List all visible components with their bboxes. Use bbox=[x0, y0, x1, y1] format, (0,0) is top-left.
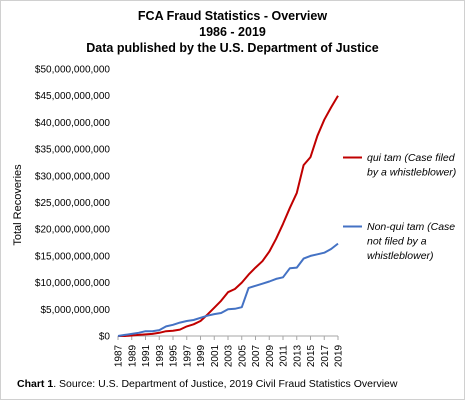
x-tick-label: 2005 bbox=[237, 344, 248, 367]
x-tick-label: 1987 bbox=[114, 344, 125, 367]
title-line-2: 1986 - 2019 bbox=[199, 25, 266, 39]
y-tick-label: $40,000,000,000 bbox=[35, 118, 111, 129]
x-tick-label: 2003 bbox=[224, 344, 235, 367]
caption-text: . Source: U.S. Department of Justice, 20… bbox=[53, 378, 398, 390]
y-ticks: $0 $5,000,000,000 $10,000,000,000 $15,000,0… bbox=[35, 65, 111, 343]
y-tick-label: $50,000,000,000 bbox=[35, 65, 111, 76]
x-tick-label: 1993 bbox=[155, 344, 166, 367]
y-tick-label: $20,000,000,000 bbox=[35, 225, 111, 236]
y-tick-label: $35,000,000,000 bbox=[35, 145, 111, 156]
legend-label-1: by a whistleblower) bbox=[367, 167, 456, 179]
x-tick-label: 2017 bbox=[320, 344, 331, 367]
title-line-3: Data published by the U.S. Department of… bbox=[86, 41, 379, 55]
x-tick-label: 2015 bbox=[306, 344, 317, 367]
series-lines bbox=[117, 95, 339, 337]
y-tick-label: $5,000,000,000 bbox=[40, 305, 110, 316]
y-tick-label: $15,000,000,000 bbox=[35, 251, 111, 262]
caption-label: Chart 1 bbox=[17, 378, 54, 390]
y-tick-label: $45,000,000,000 bbox=[35, 91, 111, 102]
x-tick-label: 2001 bbox=[210, 344, 221, 367]
chart-title: FCA Fraud Statistics - Overview 1986 - 2… bbox=[0, 8, 465, 56]
x-tick-label: 2013 bbox=[292, 344, 303, 367]
y-axis-label: Total Recoveries bbox=[12, 164, 24, 246]
x-tick-label: 2007 bbox=[251, 344, 262, 367]
legend-label-2: Non-qui tam (Case bbox=[367, 221, 455, 233]
x-tick-label: 1991 bbox=[141, 344, 152, 367]
legend-label-2: whistleblower) bbox=[367, 250, 434, 262]
legend: qui tam (Case filed by a whistleblower) No… bbox=[343, 152, 456, 262]
x-tick-label: 2011 bbox=[279, 345, 290, 367]
x-tick-label: 1997 bbox=[182, 344, 193, 367]
chart-caption: Chart 1. Source: U.S. Department of Just… bbox=[17, 378, 397, 390]
series-line-1 bbox=[118, 95, 339, 337]
x-ticks: 1987 1989 1991 1993 1995 1997 1999 2001 2003 2005… bbox=[114, 336, 345, 367]
x-tick-label: 2019 bbox=[334, 344, 345, 367]
y-tick-label: $10,000,000,000 bbox=[35, 278, 111, 289]
title-line-1: FCA Fraud Statistics - Overview bbox=[137, 9, 328, 23]
x-tick-label: 1995 bbox=[169, 344, 180, 367]
legend-label-2: not filed by a bbox=[367, 236, 427, 248]
series-line-2 bbox=[117, 242, 339, 337]
x-tick-label: 1989 bbox=[127, 344, 138, 367]
y-tick-label: $0 bbox=[99, 332, 111, 343]
x-tick-label: 1999 bbox=[196, 344, 207, 367]
y-tick-label: $30,000,000,000 bbox=[35, 171, 111, 182]
x-tick-label: 2009 bbox=[265, 344, 276, 367]
legend-label-1: qui tam (Case filed bbox=[367, 152, 456, 164]
y-tick-label: $25,000,000,000 bbox=[35, 198, 111, 209]
